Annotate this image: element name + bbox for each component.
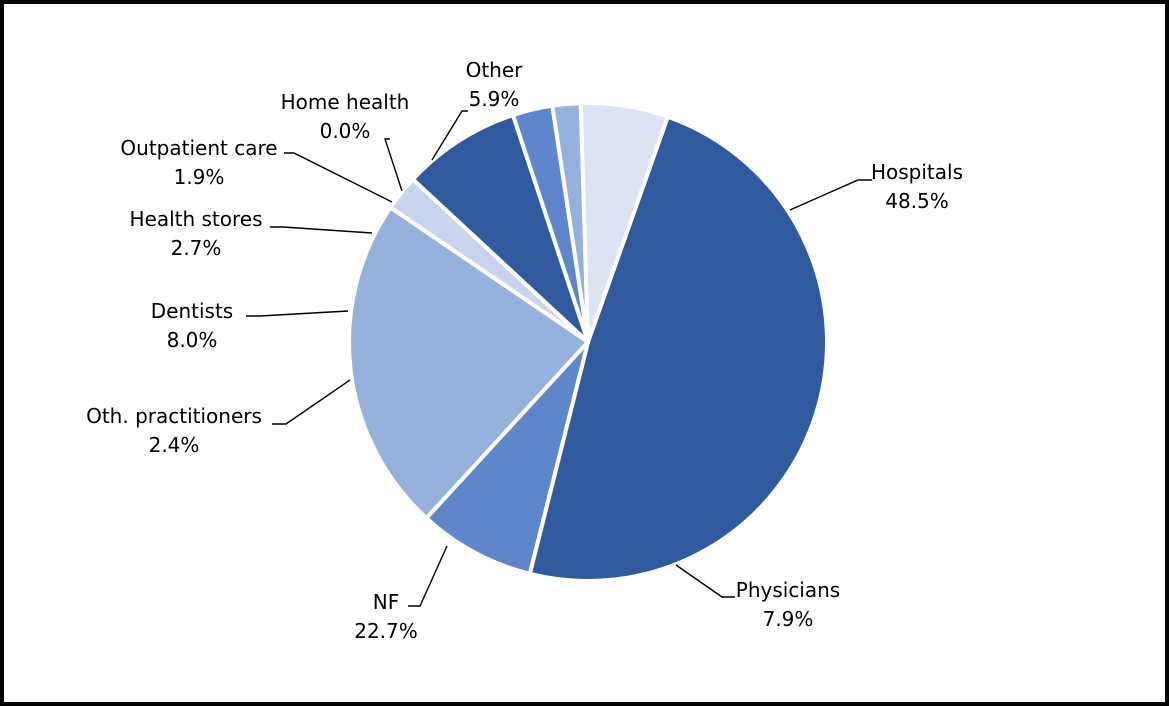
slice-label-hospitals: Hospitals [871,160,963,184]
slice-label-oth-practitioners: Oth. practitioners [86,404,262,428]
slice-value-oth-practitioners: 2.4% [149,433,200,457]
leader-line-outpatient-care [284,152,393,203]
pie-slice-nf [347,205,590,521]
leader-line-home-health [384,138,403,192]
pie-slice-physicians [424,340,590,576]
leader-line-oth-practitioners [272,379,351,425]
leader-line-physicians [675,564,735,598]
pie-slice-dentists [410,113,590,344]
slice-value-physicians: 7.9% [763,607,814,631]
leader-line-nf [408,545,448,607]
leader-lines [246,110,872,607]
slice-value-health-stores: 2.7% [171,236,222,260]
slice-labels: Hospitals 48.5% Physicians 7.9% NF 22.7% Oth. … [86,58,963,643]
slice-value-home-health: 0.0% [320,119,371,143]
pie-slice-hospitals [527,114,829,583]
slice-value-hospitals: 48.5% [885,189,949,213]
slice-value-dentists: 8.0% [167,328,218,352]
leader-line-health-stores [270,226,373,234]
slice-label-home-health: Home health [281,90,410,114]
slice-label-nf: NF [373,590,399,614]
leader-line-dentists [246,310,349,317]
slice-value-other: 5.9% [469,87,520,111]
slice-label-other: Other [466,58,524,82]
pie-slice-other [578,101,670,344]
slice-label-outpatient-care: Outpatient care [120,136,277,160]
pie-slices [347,101,829,583]
leader-line-hospitals [789,179,872,211]
slice-value-outpatient-care: 1.9% [174,165,225,189]
slice-label-health-stores: Health stores [129,207,262,231]
slice-label-physicians: Physicians [736,578,840,602]
leader-line-other [431,110,468,161]
slice-value-nf: 22.7% [354,619,418,643]
slice-label-dentists: Dentists [151,299,233,323]
